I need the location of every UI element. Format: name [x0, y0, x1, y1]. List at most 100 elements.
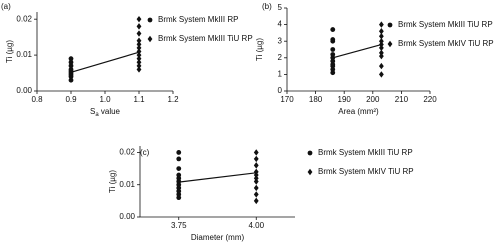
- x-tick-label: 210: [395, 95, 409, 104]
- legend-label: Brmk System MkIV TiU RP: [398, 39, 494, 48]
- data-point: [136, 62, 142, 70]
- y-tick-label: 0.02: [119, 148, 135, 157]
- data-point: [253, 178, 259, 185]
- data-point: [378, 21, 384, 28]
- data-point: [378, 62, 384, 70]
- y-axis-label: Ti (µg): [5, 40, 14, 63]
- data-point: [330, 70, 336, 76]
- x-tick-label: 4.00: [248, 221, 264, 230]
- x-axis-label: Area (mm²): [338, 107, 379, 116]
- data-point: [253, 191, 259, 198]
- data-point: [378, 28, 384, 35]
- data-point: [378, 33, 384, 40]
- x-axis-label: Sa value: [90, 107, 121, 117]
- data-point: [378, 44, 384, 52]
- data-point: [176, 166, 182, 171]
- data-point: [68, 67, 74, 72]
- x-axis-label: Diameter (mm): [191, 233, 245, 242]
- y-tick-label: 0.00: [16, 86, 32, 95]
- trend-line: [178, 172, 257, 183]
- data-point: [136, 66, 142, 73]
- data-point: [136, 23, 142, 30]
- legend-marker: [307, 150, 313, 156]
- panel-label: (b): [262, 2, 272, 11]
- data-point: [176, 150, 182, 155]
- y-tick-label: 0.01: [119, 180, 135, 189]
- y-axis-label: Ti (µg): [255, 38, 264, 61]
- legend-marker: [387, 22, 393, 28]
- data-point: [253, 155, 259, 163]
- data-point: [253, 184, 259, 192]
- data-point: [68, 77, 74, 83]
- x-tick-label: 170: [280, 95, 294, 104]
- data-point: [330, 67, 336, 72]
- data-point: [136, 37, 142, 44]
- data-point: [253, 162, 259, 169]
- data-point: [136, 51, 142, 59]
- x-tick-label: 190: [338, 95, 352, 104]
- data-point: [68, 59, 74, 65]
- data-point: [378, 38, 384, 45]
- axis-line: [139, 146, 295, 218]
- legend-marker: [387, 40, 393, 48]
- data-point: [68, 63, 74, 69]
- x-tick-label: 1.1: [133, 95, 145, 104]
- data-point: [68, 56, 74, 62]
- data-point: [136, 30, 142, 37]
- data-point: [378, 52, 384, 60]
- x-tick-label: 220: [423, 95, 437, 104]
- legend-marker: [147, 35, 153, 43]
- axis-line: [36, 12, 173, 92]
- data-point: [330, 58, 336, 64]
- panel-label: (a): [1, 2, 11, 11]
- y-tick-label: 0: [278, 86, 283, 95]
- data-point: [330, 52, 336, 57]
- x-tick-label: 0.8: [31, 95, 43, 104]
- y-axis-label: Ti (µg): [108, 170, 117, 193]
- data-point: [253, 168, 259, 176]
- data-point: [378, 71, 384, 78]
- panel-label: (c): [140, 148, 150, 157]
- y-tick-label: 0.01: [16, 50, 32, 59]
- legend-label: Brmk System MkIII TiU RP: [318, 148, 413, 157]
- data-point: [330, 62, 336, 67]
- x-tick-label: 1.0: [99, 95, 111, 104]
- x-axis-label-main: S: [90, 107, 95, 116]
- data-point: [136, 59, 142, 66]
- x-tick-label: 180: [309, 95, 323, 104]
- data-point: [253, 175, 259, 182]
- trend-line: [332, 43, 382, 59]
- legend-label: Brmk System MkIII RP: [158, 15, 238, 24]
- legend-marker: [147, 17, 153, 23]
- x-axis-label-rest: value: [99, 107, 121, 116]
- legend-label: Brmk System MkIII TiU RP: [398, 20, 493, 29]
- x-tick-label: 200: [366, 95, 380, 104]
- legend-label: Brmk System MkIII TiU RP: [158, 34, 253, 43]
- data-point: [136, 55, 142, 62]
- data-point: [330, 37, 336, 42]
- trend-line: [70, 51, 140, 73]
- legend-label: Brmk System MkIV TiU RP: [318, 167, 414, 176]
- y-tick-label: 2: [278, 53, 283, 62]
- data-point: [378, 49, 384, 57]
- y-tick-label: 5: [278, 3, 283, 12]
- data-point: [330, 47, 336, 52]
- data-point: [253, 197, 259, 205]
- y-tick-label: 4: [278, 20, 283, 29]
- x-tick-label: 0.9: [65, 95, 77, 104]
- data-point: [176, 156, 182, 162]
- y-tick-label: 3: [278, 36, 283, 45]
- x-tick-label: 1.2: [167, 95, 179, 104]
- y-tick-label: 1: [278, 70, 283, 79]
- x-tick-label: 3.75: [171, 221, 187, 230]
- data-point: [136, 41, 142, 48]
- data-point: [136, 44, 142, 52]
- data-point: [176, 172, 182, 178]
- y-tick-label: 0.02: [16, 14, 32, 23]
- data-point: [330, 27, 336, 32]
- data-point: [136, 15, 142, 23]
- y-tick-label: 0.00: [119, 212, 135, 221]
- data-point: [253, 149, 259, 156]
- x-axis-label-sub: a: [95, 112, 99, 118]
